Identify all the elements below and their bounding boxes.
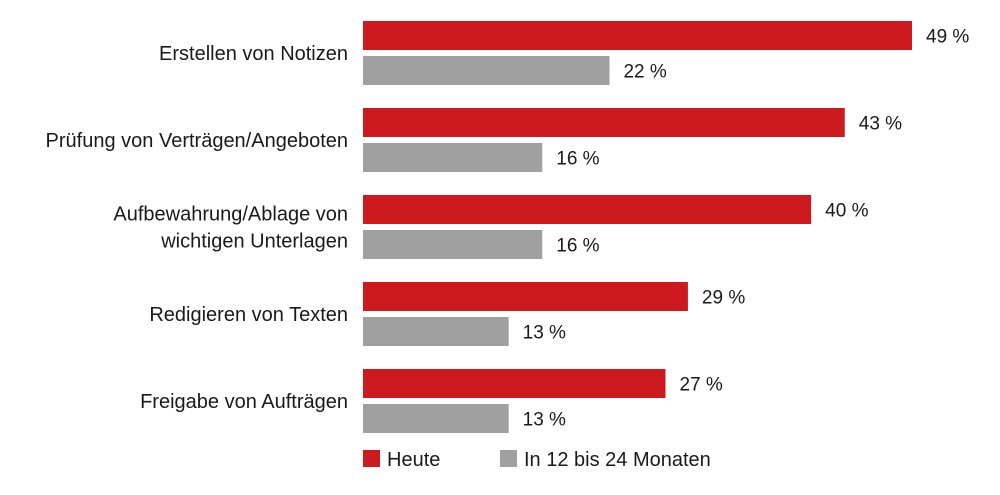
bar-in-12-24-monaten-3 (363, 317, 509, 346)
category-label-0: Erstellen von Notizen (159, 43, 348, 65)
value-label-heute-3: 29 % (702, 288, 745, 309)
bar-in-12-24-monaten-0 (363, 56, 610, 85)
category-label-3: Redigieren von Texten (149, 304, 348, 326)
category-label-1: Prüfung von Verträgen/Angeboten (46, 130, 348, 152)
category-label-2-line-0: Aufbewahrung/Ablage von (113, 204, 348, 226)
legend-swatch-heute (363, 450, 380, 467)
bar-in-12-24-monaten-1 (363, 143, 543, 172)
legend-label-in-12-24-monaten: In 12 bis 24 Monaten (524, 449, 711, 471)
value-label-in-12-24-monaten-0: 22 % (623, 62, 666, 83)
value-label-in-12-24-monaten-1: 16 % (556, 149, 599, 170)
bar-heute-2 (363, 195, 812, 224)
value-label-heute-4: 27 % (680, 375, 723, 396)
bar-heute-3 (363, 282, 688, 311)
bar-in-12-24-monaten-2 (363, 230, 543, 259)
value-label-heute-1: 43 % (859, 114, 902, 135)
value-label-in-12-24-monaten-2: 16 % (556, 236, 599, 257)
bar-heute-4 (363, 369, 666, 398)
legend-swatch-in-12-24-monaten (500, 450, 517, 467)
value-label-heute-2: 40 % (825, 201, 868, 222)
bar-heute-1 (363, 108, 845, 137)
category-label-2-line-1: wichtigen Unterlagen (160, 231, 348, 253)
value-label-in-12-24-monaten-3: 13 % (523, 323, 566, 344)
value-label-in-12-24-monaten-4: 13 % (523, 410, 566, 431)
value-label-heute-0: 49 % (926, 27, 969, 48)
legend-label-heute: Heute (387, 449, 440, 471)
bar-in-12-24-monaten-4 (363, 404, 509, 433)
category-label-4: Freigabe von Aufträgen (140, 391, 348, 413)
bar-heute-0 (363, 21, 912, 50)
